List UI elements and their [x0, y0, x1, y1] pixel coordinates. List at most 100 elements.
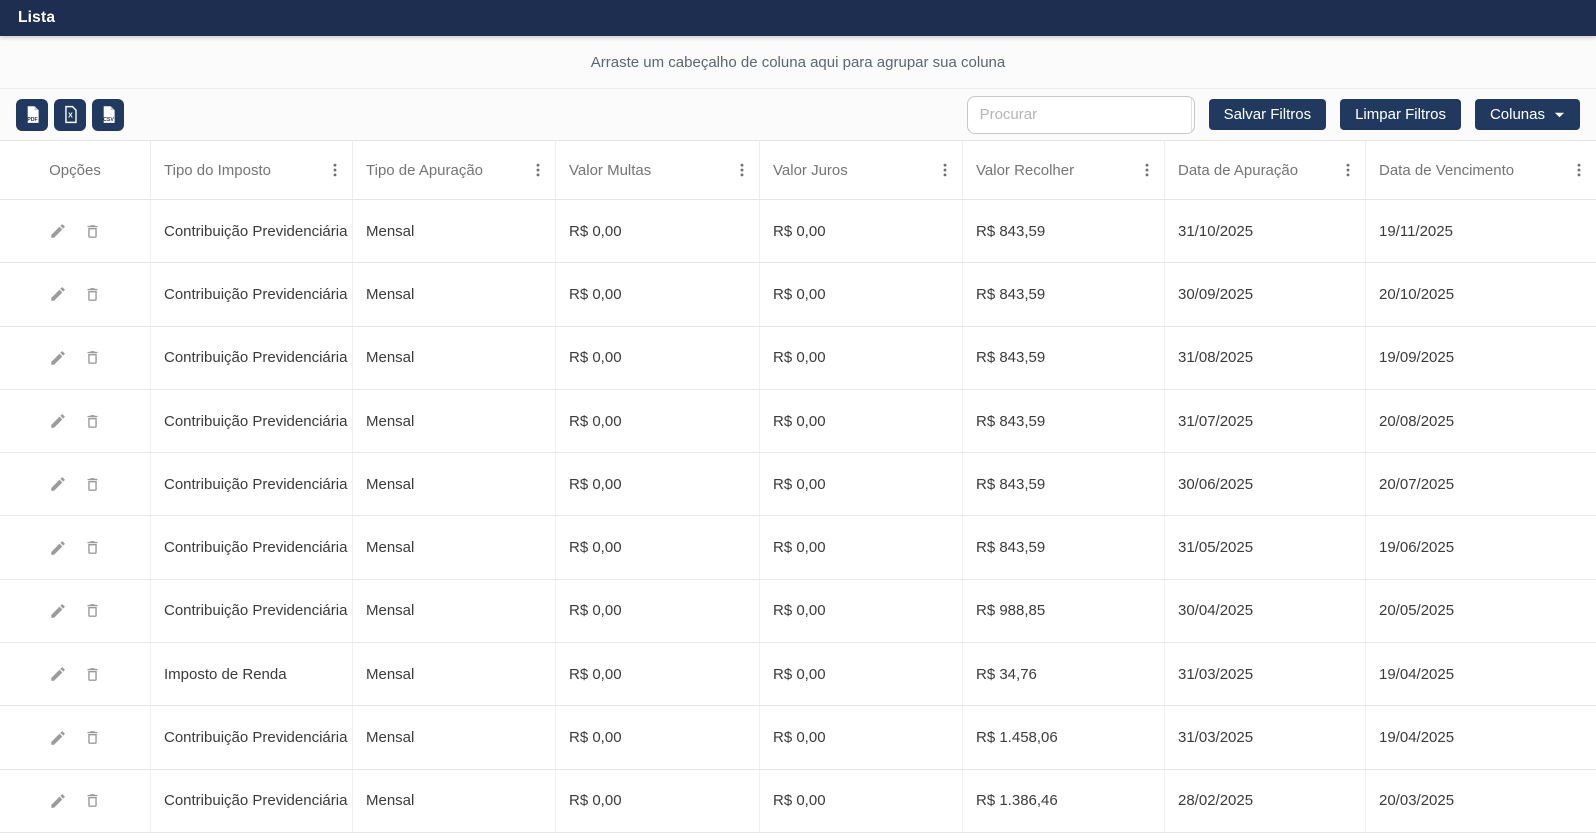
data-grid: Opções Tipo do Imposto Tipo de Apuração …: [0, 140, 1596, 833]
pencil-icon: [51, 350, 65, 365]
column-header-label: Data de Apuração: [1178, 161, 1299, 179]
cell-tipo-imposto: Contribuição Previdenciária: [151, 263, 353, 326]
table-body: Contribuição Previdenciária Mensal R$ 0,…: [0, 200, 1596, 833]
cell-valor-recolher: R$ 1.458,06: [963, 706, 1165, 769]
clear-filters-label: Limpar Filtros: [1355, 106, 1446, 123]
cell-valor-multas: R$ 0,00: [556, 579, 760, 643]
edit-button[interactable]: [47, 220, 69, 242]
column-header-label: Opções: [49, 161, 101, 179]
cell-data-apuracao: 31/07/2025: [1165, 389, 1366, 453]
cell-data-apuracao: 31/05/2025: [1165, 516, 1366, 579]
cell-valor-multas: R$ 0,00: [556, 389, 760, 453]
cell-valor-juros: R$ 0,00: [760, 326, 963, 389]
cell-tipo-imposto: Contribuição Previdenciária: [151, 200, 353, 263]
columns-label: Colunas: [1489, 106, 1545, 123]
columns-dropdown-button[interactable]: Colunas: [1474, 99, 1580, 130]
delete-button[interactable]: [82, 790, 103, 811]
table-row: Contribuição Previdenciária Mensal R$ 0,…: [0, 769, 1596, 833]
column-menu-icon[interactable]: [1338, 159, 1358, 181]
export-pdf-button[interactable]: PDF: [16, 98, 48, 131]
delete-button[interactable]: [82, 600, 103, 621]
excel-file-icon: X: [64, 105, 77, 124]
pencil-icon: [51, 414, 65, 428]
column-header[interactable]: Valor Recolher: [963, 141, 1165, 199]
pencil-icon: [51, 287, 65, 302]
cell-data-vencimento: 20/03/2025: [1379, 792, 1455, 810]
edit-button[interactable]: [47, 473, 69, 495]
edit-button[interactable]: [47, 283, 69, 305]
search-icon: [1192, 105, 1195, 124]
trash-icon: [87, 224, 98, 238]
column-header[interactable]: Valor Multas: [556, 141, 760, 199]
cell-data-vencimento: 20/07/2025: [1379, 475, 1455, 493]
cell-data-vencimento: 19/11/2025: [1379, 222, 1453, 240]
column-menu-icon[interactable]: [528, 159, 548, 181]
cell-data-apuracao: 31/03/2025: [1165, 643, 1366, 706]
table-row: Contribuição Previdenciária Mensal R$ 0,…: [0, 200, 1596, 264]
cell-valor-juros: R$ 0,00: [760, 516, 963, 579]
edit-button[interactable]: [47, 410, 69, 432]
group-by-drop-zone[interactable]: Arraste um cabeçalho de coluna aqui para…: [0, 36, 1596, 88]
delete-button[interactable]: [82, 727, 103, 748]
delete-button[interactable]: [82, 537, 103, 558]
delete-button[interactable]: [82, 221, 103, 242]
column-header[interactable]: Data de Vencimento: [1366, 141, 1596, 199]
toolbar: PDF X CSV: [0, 88, 1596, 140]
cell-valor-juros: R$ 0,00: [760, 769, 963, 832]
cell-data-apuracao: 30/06/2025: [1165, 453, 1366, 516]
edit-button[interactable]: [47, 790, 69, 812]
csv-file-icon: CSV: [103, 106, 115, 123]
column-menu-icon[interactable]: [732, 159, 752, 181]
column-header[interactable]: Valor Juros: [760, 141, 963, 199]
cell-tipo-imposto: Imposto de Renda: [151, 643, 353, 706]
edit-button[interactable]: [47, 537, 69, 559]
cell-tipo-apuracao: Mensal: [353, 389, 556, 453]
cell-valor-recolher: R$ 843,59: [963, 453, 1165, 516]
table-row: Contribuição Previdenciária Mensal R$ 0,…: [0, 579, 1596, 644]
row-actions-cell: [0, 769, 151, 832]
column-menu-icon[interactable]: [935, 159, 955, 181]
title-bar: Lista: [0, 0, 1596, 36]
table-row: Contribuição Previdenciária Mensal R$ 0,…: [0, 516, 1596, 580]
cell-data-vencimento: 20/10/2025: [1379, 285, 1455, 303]
pencil-icon: [51, 730, 65, 745]
search-submit[interactable]: [1190, 96, 1195, 133]
row-actions-cell: [0, 389, 151, 453]
cell-valor-recolher: R$ 843,59: [963, 200, 1165, 263]
edit-button[interactable]: [47, 347, 69, 369]
edit-button[interactable]: [47, 600, 69, 622]
pencil-icon: [51, 540, 65, 555]
delete-button[interactable]: [82, 347, 103, 368]
trash-icon: [87, 351, 98, 365]
cell-valor-recolher: R$ 1.386,46: [963, 769, 1165, 832]
cell-data-vencimento: 20/05/2025: [1379, 602, 1455, 620]
search-input[interactable]: [967, 96, 1191, 133]
delete-button[interactable]: [82, 411, 103, 432]
page-title: Lista: [18, 9, 56, 26]
column-header[interactable]: Tipo do Imposto: [151, 141, 353, 199]
cell-valor-multas: R$ 0,00: [556, 516, 760, 579]
edit-button[interactable]: [47, 727, 69, 749]
save-filters-button[interactable]: Salvar Filtros: [1208, 99, 1327, 130]
cell-data-vencimento: 19/04/2025: [1379, 665, 1455, 683]
column-menu-icon[interactable]: [1569, 159, 1589, 181]
edit-button[interactable]: [47, 663, 69, 685]
cell-valor-multas: R$ 0,00: [556, 769, 760, 832]
cell-data-apuracao: 30/04/2025: [1165, 579, 1366, 643]
svg-text:X: X: [68, 113, 73, 120]
delete-button[interactable]: [82, 284, 103, 305]
column-header[interactable]: Data de Apuração: [1165, 141, 1366, 199]
cell-valor-multas: R$ 0,00: [556, 263, 760, 326]
column-menu-icon[interactable]: [325, 159, 345, 181]
trash-icon: [87, 288, 98, 301]
export-excel-button[interactable]: X: [54, 98, 86, 131]
column-header[interactable]: Tipo de Apuração: [353, 141, 556, 199]
table-row: Imposto de Renda Mensal R$ 0,00 R$ 0,00 …: [0, 643, 1596, 707]
delete-button[interactable]: [82, 474, 103, 495]
column-menu-icon[interactable]: [1137, 159, 1157, 181]
cell-data-vencimento: 19/04/2025: [1379, 729, 1455, 747]
delete-button[interactable]: [82, 664, 103, 685]
export-csv-button[interactable]: CSV: [92, 98, 124, 131]
clear-filters-button[interactable]: Limpar Filtros: [1340, 99, 1461, 130]
cell-valor-juros: R$ 0,00: [760, 453, 963, 516]
